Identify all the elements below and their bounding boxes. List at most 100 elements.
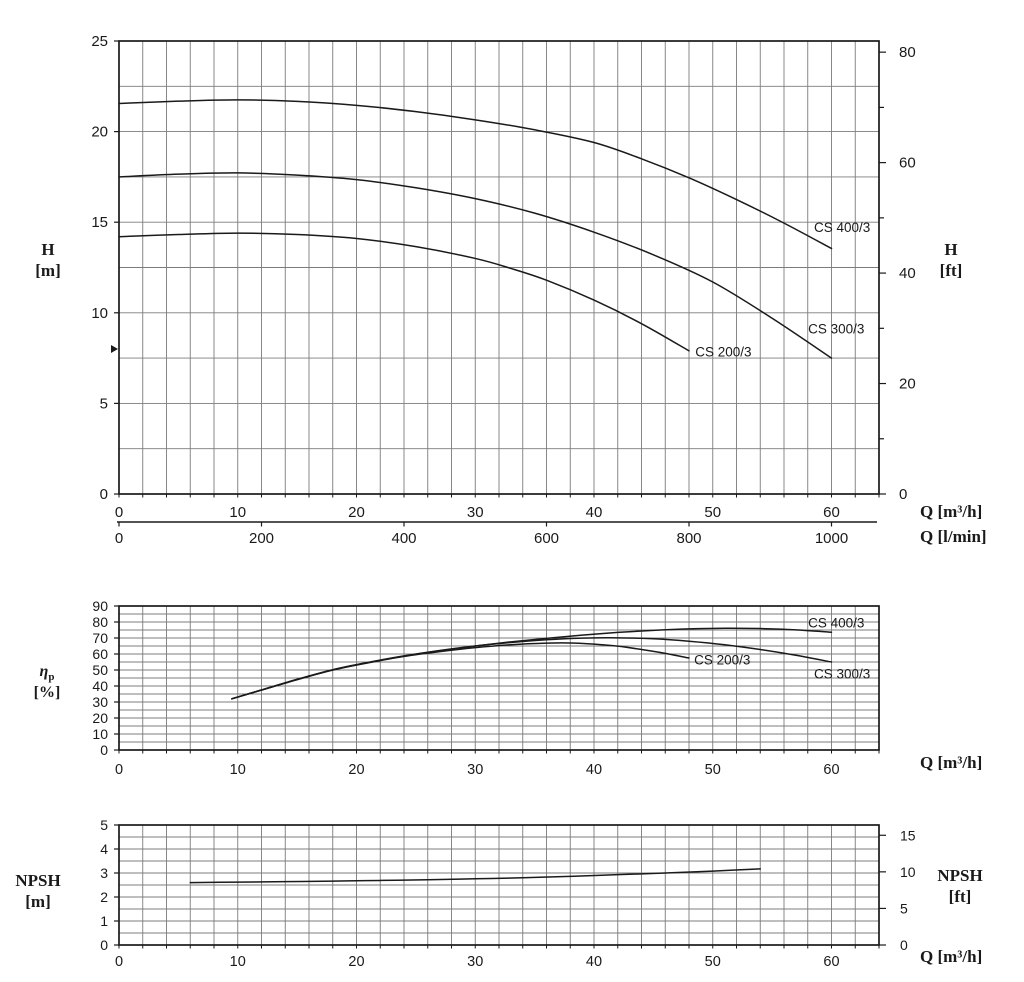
x-tick-label: 40: [586, 954, 602, 970]
y-tick-label: 2: [100, 889, 108, 905]
x-tick-label: 50: [705, 954, 721, 970]
npsh-y-right-unit: [ft]: [948, 887, 972, 906]
x-tick-label: 0: [115, 504, 123, 521]
npsh-y-left-axis-title: NPSH [m]: [15, 870, 60, 912]
npsh-y-right-symbol: NPSH: [937, 866, 983, 885]
npsh-y-left-symbol: NPSH: [15, 871, 61, 890]
y-tick-label: 5: [100, 817, 108, 833]
y-tick-label: 70: [92, 630, 108, 646]
head-y-right-unit: [ft]: [939, 261, 963, 280]
y-tick-label: 1: [100, 913, 108, 929]
right-tick-label: 0: [900, 937, 908, 953]
curve-label-cs-400-3: CS 400/3: [808, 615, 864, 630]
curve-cs-200-3: [118, 232, 690, 352]
x-tick-label: 10: [230, 954, 246, 970]
head-grid: [119, 41, 879, 494]
efficiency-x-axis-title: Q [m³/h]: [920, 753, 983, 772]
npsh-y-left-unit: [m]: [25, 892, 51, 911]
right-tick-label: 40: [899, 265, 916, 282]
x-tick-label: 20: [348, 954, 364, 970]
x-tick-label: 0: [115, 954, 123, 970]
right-tick-label: 10: [900, 864, 916, 880]
npsh-y-right-axis-title: NPSH [ft]: [937, 865, 982, 907]
y-tick-label: 20: [91, 124, 108, 141]
curve-cs-400-3: [118, 99, 833, 250]
right-tick-label: 20: [899, 376, 916, 393]
curve-label-cs-200-3: CS 200/3: [694, 652, 750, 667]
x-tick-label: 40: [586, 762, 602, 778]
y-tick-label: 0: [100, 937, 108, 953]
y-tick-label: 25: [91, 33, 108, 50]
head-y-right-symbol: H: [944, 240, 958, 259]
y-tick-label: 30: [92, 694, 108, 710]
efficiency-unit: [%]: [33, 684, 61, 702]
y-tick-label: 4: [100, 841, 108, 857]
x-tick-label: 30: [467, 762, 483, 778]
head-x-axis-secondary-title: Q [l/min]: [920, 527, 987, 546]
head-x-axis-title: Q [m³/h]: [920, 502, 983, 521]
x-tick-label: 50: [705, 762, 721, 778]
right-tick-label: 0: [899, 486, 907, 503]
x-tick-label: 60: [823, 504, 840, 521]
npsh-x-axis-title: Q [m³/h]: [920, 947, 983, 966]
efficiency-y-axis-title: ηp [%]: [33, 662, 61, 702]
y-tick-label: 15: [91, 214, 108, 231]
x-tick-label: 20: [348, 504, 365, 521]
curve-label-cs-300-3: CS 300/3: [814, 667, 870, 682]
x-tick-label: 60: [823, 762, 839, 778]
right-tick-label: 60: [899, 155, 916, 172]
y-tick-label: 80: [92, 614, 108, 630]
npsh-grid: [119, 825, 879, 945]
x-tick-label: 0: [115, 762, 123, 778]
efficiency-plot-border: [118, 605, 880, 751]
y-tick-label: 3: [100, 865, 108, 881]
x-tick-label: 40: [586, 504, 603, 521]
secondary-x-tick-label: 1000: [815, 530, 848, 547]
x-tick-label: 30: [467, 954, 483, 970]
curve-label-cs-300-3: CS 300/3: [808, 322, 864, 337]
y-tick-label: 10: [92, 726, 108, 742]
x-tick-label: 30: [467, 504, 484, 521]
curve-label-cs-400-3: CS 400/3: [814, 220, 870, 235]
efficiency-grid: [119, 606, 879, 750]
right-tick-label: 80: [899, 44, 916, 61]
head-y-left-symbol: H: [41, 240, 55, 259]
secondary-x-tick-label: 600: [534, 530, 559, 547]
head-y-right-axis-title: H [ft]: [940, 239, 963, 281]
right-tick-label: 5: [900, 900, 908, 916]
x-tick-label: 50: [704, 504, 721, 521]
curve-cs-300-3: [231, 637, 833, 700]
secondary-x-tick-label: 800: [676, 530, 701, 547]
head-plot-border: [118, 40, 880, 495]
x-tick-label: 10: [230, 762, 246, 778]
efficiency-symbol: ηp: [39, 662, 55, 684]
curve-label-cs-200-3: CS 200/3: [695, 344, 751, 359]
y-tick-label: 0: [100, 486, 108, 503]
curve-cs-300-3: [118, 172, 833, 359]
curve-npsh: [189, 868, 761, 884]
y-tick-label: 40: [92, 678, 108, 694]
head-y-left-unit: [m]: [35, 261, 61, 280]
y-tick-label: 20: [92, 710, 108, 726]
y-tick-label: 5: [100, 395, 108, 412]
y-tick-label: 60: [92, 646, 108, 662]
head-y-left-axis-title: H [m]: [35, 239, 60, 281]
secondary-x-tick-label: 200: [249, 530, 274, 547]
x-tick-label: 20: [348, 762, 364, 778]
y-tick-label: 0: [100, 742, 108, 758]
y-tick-label: 90: [92, 598, 108, 614]
y-tick-label: 10: [91, 305, 108, 322]
duty-point-marker: [111, 345, 118, 354]
x-tick-label: 10: [229, 504, 246, 521]
right-tick-label: 15: [900, 827, 916, 843]
y-tick-label: 50: [92, 662, 108, 678]
x-tick-label: 60: [823, 954, 839, 970]
secondary-x-tick-label: 400: [391, 530, 416, 547]
curve-cs-200-3: [231, 642, 690, 700]
secondary-x-tick-label: 0: [115, 530, 123, 547]
